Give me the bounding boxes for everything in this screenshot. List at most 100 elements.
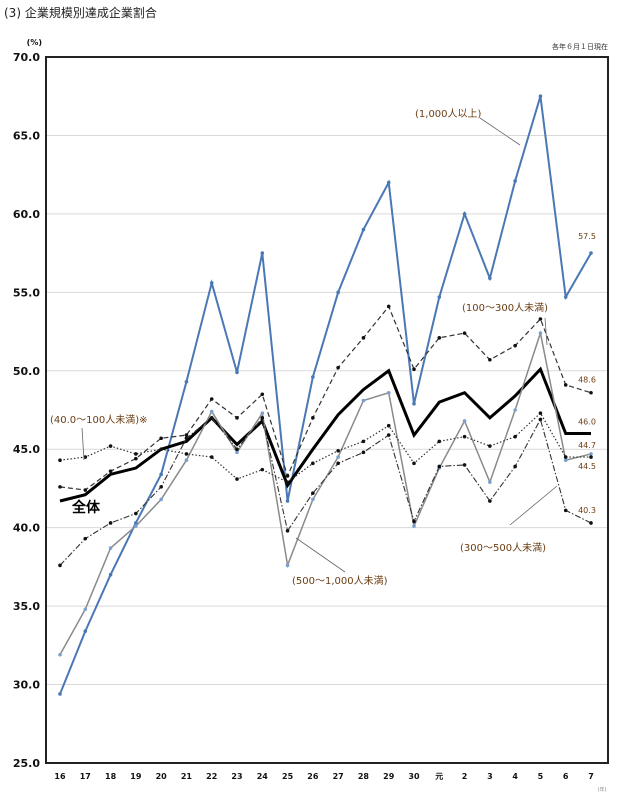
data-point	[285, 474, 290, 478]
series-annotation: (500～1,000人未満)	[292, 575, 388, 587]
data-point	[361, 336, 366, 340]
data-point	[134, 524, 138, 528]
data-point	[488, 499, 492, 503]
data-point	[159, 472, 163, 477]
x-tick-label: 元	[435, 772, 443, 781]
x-tick-label: 29	[383, 772, 395, 781]
data-point	[437, 439, 442, 444]
y-tick-label: 60.0	[13, 208, 40, 221]
y-tick-label: 50.0	[13, 365, 40, 378]
data-point	[336, 365, 340, 370]
data-point	[134, 456, 138, 461]
data-point	[235, 370, 239, 375]
data-point	[538, 411, 543, 415]
y-tick-label: 25.0	[13, 757, 40, 770]
data-point	[386, 390, 391, 395]
data-point	[412, 461, 416, 466]
chart-note: 各年６月１日現在	[552, 43, 608, 51]
data-point	[311, 416, 315, 420]
data-point	[83, 607, 88, 612]
data-point	[184, 433, 189, 437]
x-tick-label: 28	[358, 772, 370, 781]
x-tick-label: 4	[512, 772, 518, 781]
data-point	[184, 379, 189, 384]
x-tick-label: 23	[231, 772, 242, 781]
data-point	[513, 408, 517, 412]
series-line	[59, 416, 592, 566]
annotation-arrow	[509, 485, 558, 526]
end-value-label: 48.6	[578, 376, 596, 385]
data-point	[134, 521, 138, 525]
x-tick-label: 21	[181, 772, 193, 781]
data-point	[209, 397, 214, 401]
annotation-arrow	[295, 537, 346, 573]
data-point	[386, 304, 391, 309]
y-tick-label: 35.0	[13, 600, 40, 613]
data-point	[412, 401, 416, 406]
data-point	[563, 383, 568, 387]
data-point	[311, 461, 315, 466]
series-annotation: (1,000人以上)	[415, 108, 482, 120]
chart-title: (3) 企業規模別達成企業割合	[4, 6, 157, 20]
x-tick-label: 18	[105, 772, 117, 781]
data-point	[513, 179, 517, 183]
x-tick-label: 27	[333, 772, 344, 781]
end-value-label: 44.7	[578, 441, 596, 450]
data-point	[386, 423, 391, 428]
data-point	[538, 317, 543, 321]
data-point	[209, 455, 214, 459]
end-value-label: 44.5	[578, 462, 596, 471]
data-point	[108, 521, 113, 525]
series-line	[59, 95, 592, 695]
data-point	[488, 357, 492, 362]
data-point	[589, 521, 593, 525]
data-point	[513, 464, 517, 469]
y-tick-label: 40.0	[13, 522, 40, 535]
data-point	[209, 416, 214, 420]
data-point	[538, 331, 543, 335]
data-point	[563, 455, 568, 459]
y-tick-label: 55.0	[13, 286, 40, 299]
data-point	[83, 488, 88, 492]
data-point	[563, 508, 568, 513]
y-axis-unit: (%)	[27, 38, 42, 47]
x-axis-unit: (年)	[598, 786, 607, 793]
data-point	[311, 375, 315, 379]
data-point	[488, 276, 492, 281]
data-point	[437, 336, 442, 340]
data-point	[260, 392, 265, 397]
data-point	[513, 434, 517, 439]
data-point	[336, 290, 340, 295]
y-tick-label: 70.0	[13, 51, 40, 64]
data-point	[134, 452, 138, 456]
data-point	[159, 497, 163, 502]
x-tick-label: 19	[130, 772, 142, 781]
data-point	[361, 450, 366, 455]
data-point	[58, 485, 62, 489]
data-point	[235, 416, 239, 420]
x-tick-label: 22	[206, 772, 217, 781]
series-line	[59, 366, 591, 503]
x-tick-label: 2	[462, 772, 468, 781]
data-point	[488, 480, 492, 484]
data-point	[513, 343, 517, 348]
data-point	[159, 485, 163, 489]
data-point	[58, 458, 62, 463]
data-point	[311, 497, 315, 502]
plot-frame	[45, 56, 609, 764]
x-tick-label: 6	[563, 772, 569, 781]
data-point	[108, 469, 113, 473]
data-point	[361, 398, 366, 403]
data-point	[209, 281, 214, 285]
x-tick-label: 5	[538, 772, 544, 781]
data-point	[58, 652, 62, 657]
data-point	[285, 563, 290, 568]
series-annotation: (300～500人未満)	[460, 542, 546, 554]
data-point	[285, 529, 290, 533]
data-point	[386, 433, 391, 437]
data-point	[285, 480, 290, 484]
annotation-arrow	[479, 117, 521, 146]
data-point	[462, 463, 467, 467]
data-point	[336, 461, 340, 466]
data-point	[412, 524, 416, 528]
